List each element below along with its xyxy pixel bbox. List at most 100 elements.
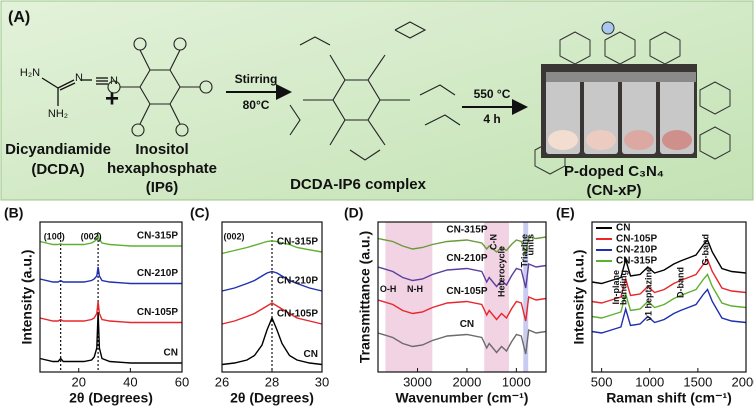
- series-label: CN-315P: [446, 225, 487, 236]
- data-line: [221, 316, 323, 366]
- annotation: units: [525, 234, 535, 256]
- highlight-band: [385, 222, 433, 372]
- data-line: [591, 258, 747, 304]
- complex-structure: [289, 21, 461, 161]
- x-axis-title: Wavenumber (cm⁻¹): [396, 390, 529, 406]
- plot-frame: [591, 221, 747, 373]
- data-line: [591, 273, 747, 319]
- step-condition: Stirring: [235, 72, 278, 86]
- x-tick-label: 28: [265, 374, 279, 389]
- plot-frame: [39, 221, 183, 373]
- x-tick-label: 20: [71, 374, 85, 389]
- chart-panel: CN CN-105P CN-210P CN-315P 3000 2000 1000Waven…: [344, 205, 547, 406]
- product-name: P-doped C₃N₄: [564, 163, 664, 180]
- annotation: (002): [223, 231, 244, 241]
- data-line: [39, 301, 182, 324]
- annotation: O-H: [380, 284, 397, 294]
- annotation: bending: [619, 270, 629, 305]
- x-tick-label: 3000: [403, 374, 432, 389]
- ip6-structure: [107, 37, 213, 137]
- data-line: [591, 238, 747, 285]
- x-tick-label: 1500: [683, 374, 712, 389]
- series-label: CN-210P: [446, 253, 487, 264]
- x-tick-label: 60: [175, 374, 189, 389]
- series-label: CN-105P: [277, 309, 318, 320]
- x-axis-title: 2θ (Degrees): [69, 390, 153, 406]
- step-condition: 4 h: [483, 112, 500, 126]
- reactant-abbr: (DCDA): [31, 161, 84, 178]
- annotation: G-band: [700, 234, 710, 266]
- x-tick-label: 40: [123, 374, 137, 389]
- step-condition: 80°C: [243, 98, 270, 112]
- annotation: Triazine: [519, 234, 529, 268]
- data-line: [39, 266, 182, 285]
- product-abbr: (CN-xP): [587, 182, 642, 199]
- panel-label: (D): [344, 205, 363, 221]
- y-axis-title: Intensity (a.u.): [571, 250, 587, 345]
- series-label: CN-210P: [277, 276, 318, 287]
- annotation: D-band: [676, 267, 686, 298]
- reactant-name: Dicyandiamide: [5, 141, 111, 158]
- series-label: CN-210P: [137, 268, 178, 279]
- x-tick-label: 1000: [635, 374, 664, 389]
- data-line: [39, 233, 182, 247]
- data-line: [221, 270, 323, 292]
- data-line: [377, 296, 547, 322]
- chart-panel: 500 1000 1500 2000Raman shift (cm⁻¹) Intensi…: [556, 205, 754, 406]
- data-line: [377, 329, 547, 355]
- legend-label: CN-315P: [616, 256, 657, 267]
- series-label: CN: [304, 349, 318, 360]
- heptazine-network: [534, 21, 731, 175]
- step-condition: 550 °C: [474, 87, 511, 101]
- series-label: CN-315P: [137, 231, 178, 242]
- scheme-panel: (A) H₂N NH₂ N N + Dicyandiamide (DC: [0, 0, 754, 201]
- chart-panel: CN CN-105P CN-210P CN-315P 20 40 60 2θ (Degrees…: [4, 205, 189, 406]
- y-axis-title: Intensity (a.u.): [19, 250, 35, 345]
- series-label: CN: [164, 348, 178, 359]
- data-line: [39, 311, 182, 364]
- data-line: [591, 288, 747, 334]
- reactant-name: Inositol: [135, 141, 188, 158]
- plus-sign: +: [105, 85, 119, 112]
- x-axis-title: 2θ (Degrees): [230, 390, 314, 406]
- annotation: Heterocycle: [497, 246, 507, 297]
- series-label: CN-105P: [446, 286, 487, 297]
- data-line: [377, 263, 547, 289]
- x-tick-label: 2000: [452, 374, 481, 389]
- x-axis-title: Raman shift (cm⁻¹): [606, 390, 732, 406]
- panel-label: (C): [190, 205, 209, 221]
- legend-label: CN-105P: [616, 234, 657, 245]
- series-label: CN: [460, 319, 474, 330]
- reactant-name: hexaphosphate: [107, 160, 217, 177]
- atom-label: NH₂: [48, 108, 68, 120]
- y-axis-title: Transmittance (a.u.): [357, 231, 373, 363]
- data-line: [377, 236, 547, 257]
- x-tick-label: 500: [591, 374, 613, 389]
- data-line: [221, 302, 323, 325]
- annotation: N-H: [407, 284, 423, 294]
- series-label: CN-105P: [137, 307, 178, 318]
- annotation: (100): [44, 231, 65, 241]
- x-tick-label: 1000: [502, 374, 531, 389]
- panel-label: (A): [8, 9, 30, 26]
- annotation: ν1 heptazine: [643, 267, 653, 321]
- legend-label: CN: [616, 223, 630, 234]
- panel-label: (B): [4, 205, 23, 221]
- plot-frame: [377, 221, 547, 373]
- legend-label: CN-210P: [616, 245, 657, 256]
- complex-name: DCDA-IP6 complex: [290, 176, 427, 193]
- vials: [546, 72, 696, 154]
- panel-label: (E): [556, 205, 575, 221]
- x-tick-label: 2000: [732, 374, 754, 389]
- data-line: [221, 240, 323, 255]
- x-tick-label: 30: [315, 374, 329, 389]
- dcda-structure: [41, 77, 108, 106]
- atom-label: H₂N: [20, 67, 40, 79]
- atom-label: N: [75, 72, 83, 84]
- reactant-abbr: (IP6): [146, 179, 179, 196]
- highlight-band: [523, 222, 529, 372]
- x-tick-label: 26: [215, 374, 229, 389]
